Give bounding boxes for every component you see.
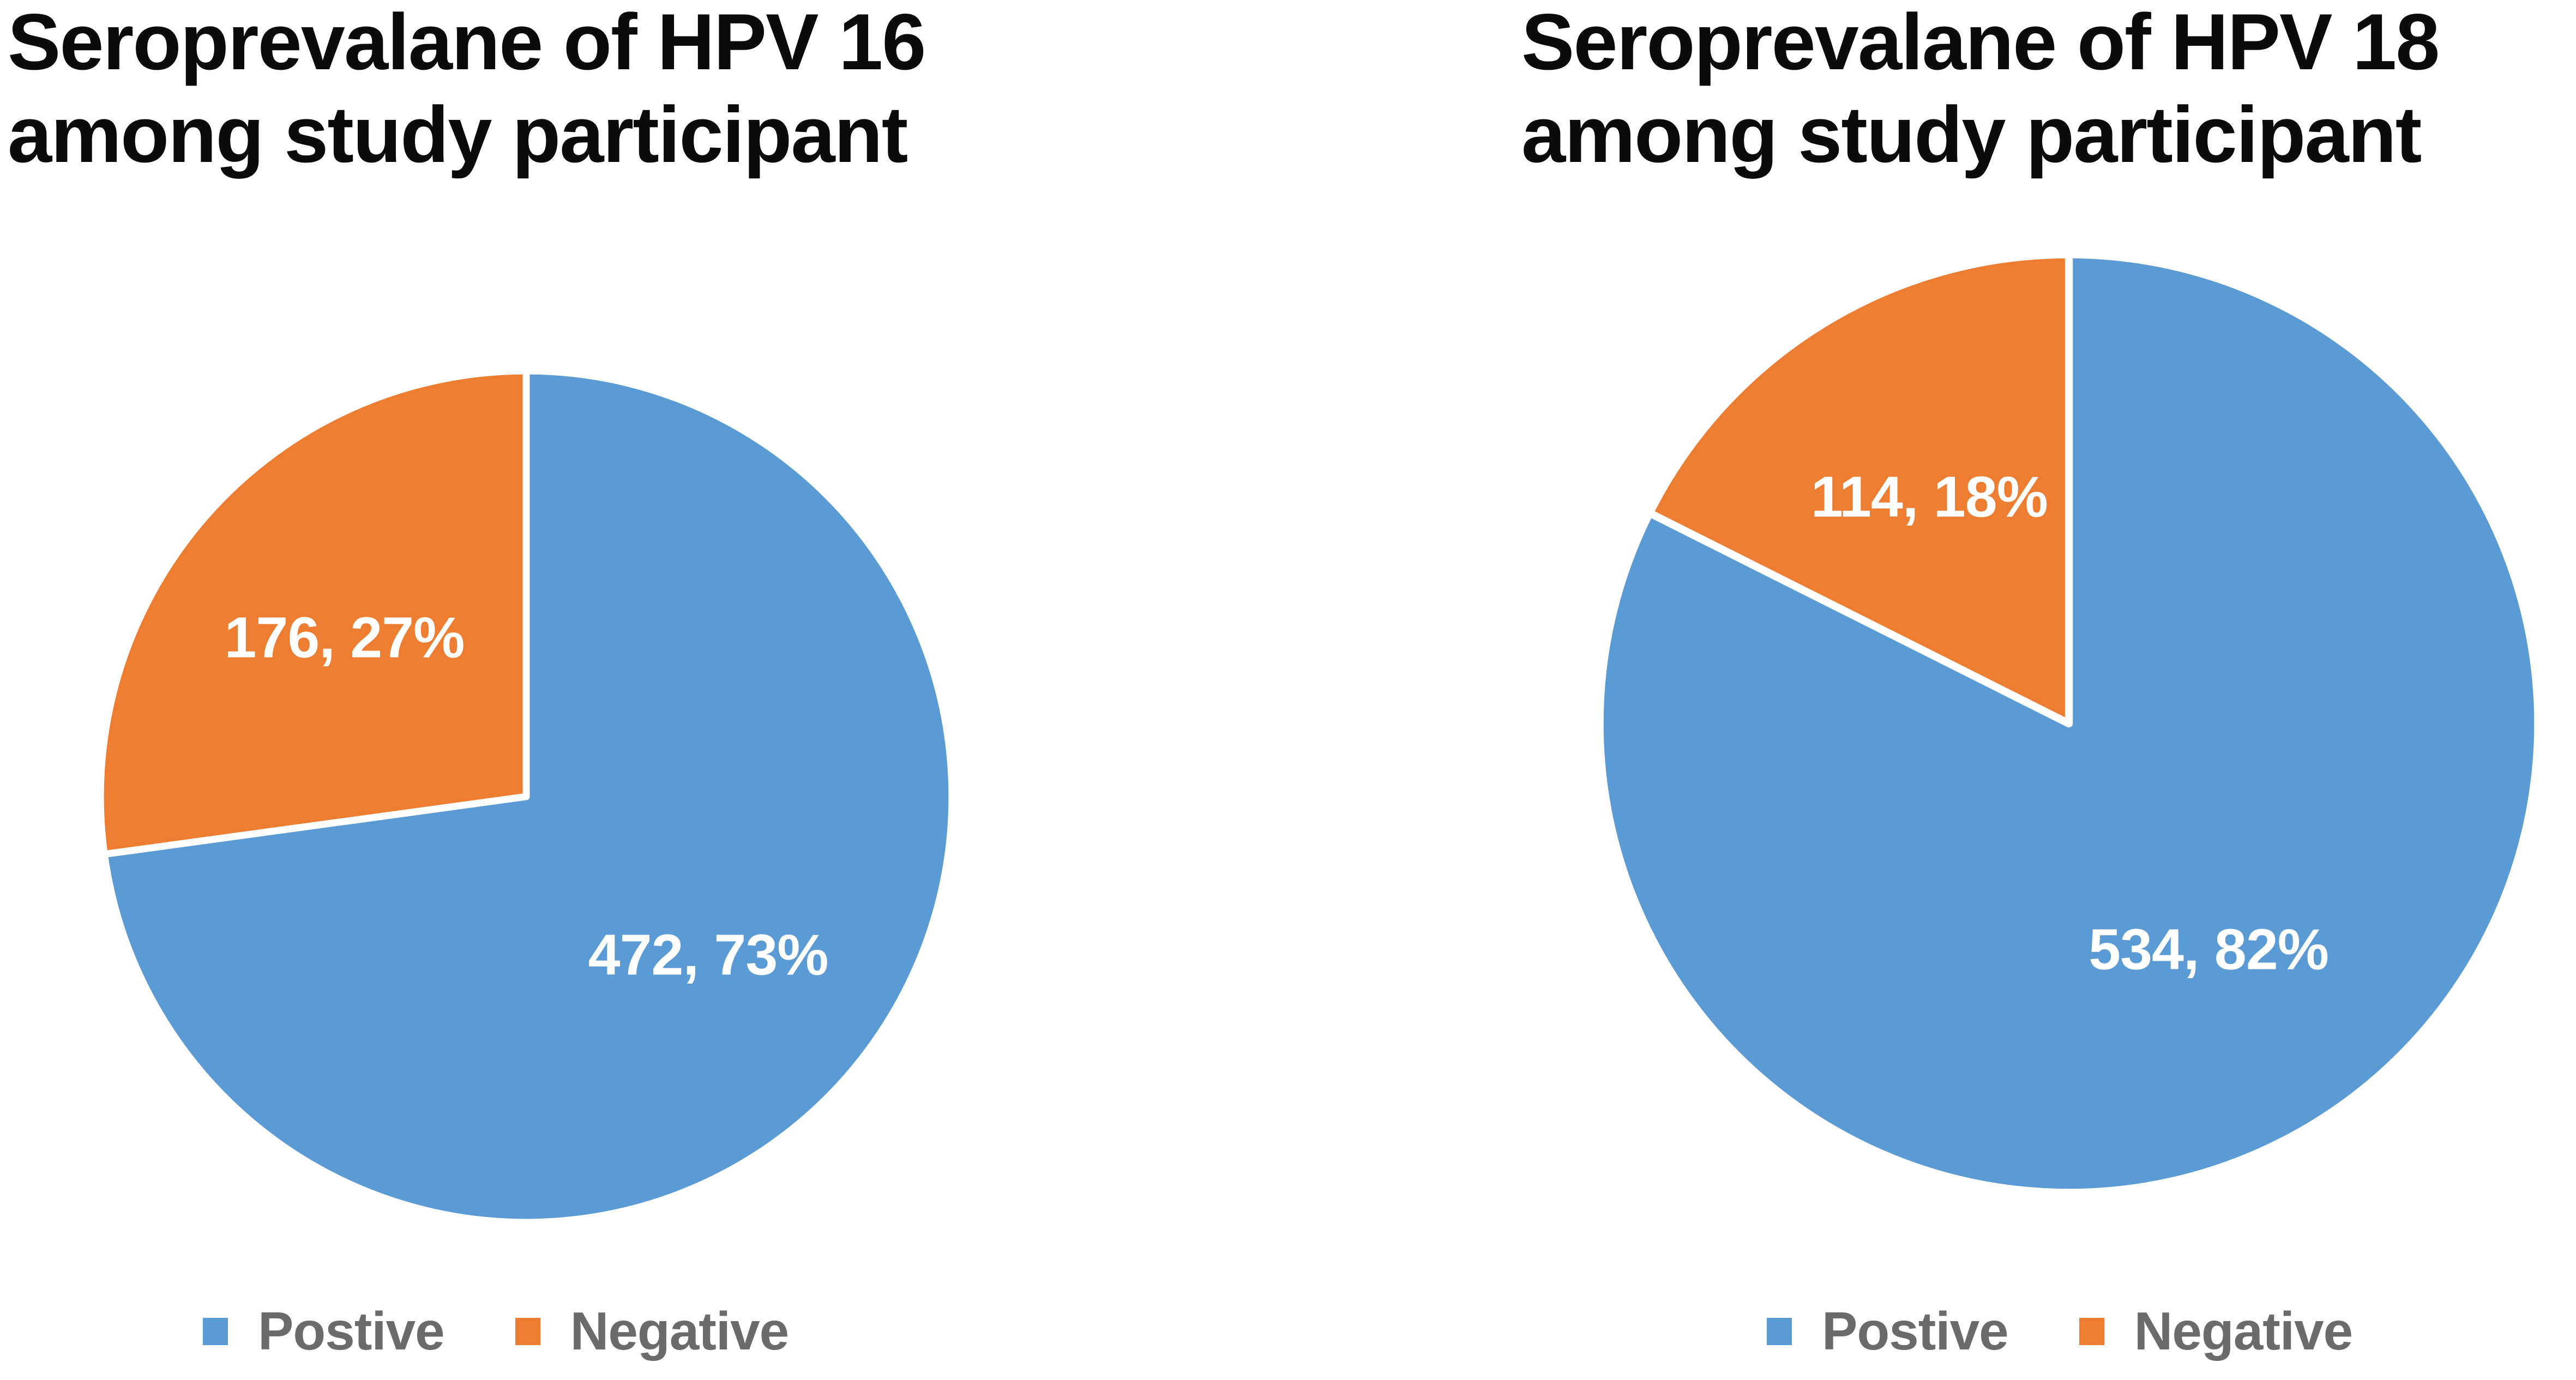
pie-svg [97,367,956,1226]
pie-slice-negative [1646,250,2073,728]
legend: Postive Negative [203,1300,789,1362]
legend-item-negative: Negative [2079,1300,2353,1362]
legend-label-postive: Postive [258,1301,445,1361]
chart-title-line1: Seroprevalane of HPV 16 [8,0,926,86]
chart-title: Seroprevalane of HPV 18 among study part… [1521,0,2440,181]
legend-swatch-postive-icon [1767,1317,1792,1345]
legend-label-negative: Negative [2134,1301,2354,1361]
pie-chart-hpv18: Seroprevalane of HPV 18 among study part… [1288,0,2576,1380]
legend-swatch-negative-icon [515,1317,540,1345]
chart-title-line2: among study participant [8,90,908,179]
legend-label-negative: Negative [570,1301,790,1361]
data-label-negative: 176, 27% [224,605,465,670]
legend-swatch-postive-icon [203,1317,228,1345]
legend-item-postive: Postive [203,1300,445,1362]
data-label-postive: 472, 73% [588,923,829,987]
chart-title-line2: among study participant [1521,90,2422,179]
legend-item-postive: Postive [1767,1300,2009,1362]
pie-slice-negative [97,367,530,858]
data-label-negative: 114, 18% [1810,465,2048,529]
chart-title-line1: Seroprevalane of HPV 18 [1521,0,2440,86]
pie-chart-hpv16: Seroprevalane of HPV 16 among study part… [8,0,965,1362]
legend-label-postive: Postive [1822,1301,2009,1361]
legend-swatch-negative-icon [2079,1317,2104,1345]
pie-plot-area: 472, 73% 176, 27% [87,358,965,1236]
pie-plot-area: 534, 82% 114, 18% [1585,240,2553,1207]
data-label-postive: 534, 82% [2089,917,2329,982]
pie-svg [1596,250,2542,1197]
legend-item-negative: Negative [515,1300,789,1362]
legend: Postive Negative [1767,1300,2353,1362]
chart-title: Seroprevalane of HPV 16 among study part… [8,0,926,181]
